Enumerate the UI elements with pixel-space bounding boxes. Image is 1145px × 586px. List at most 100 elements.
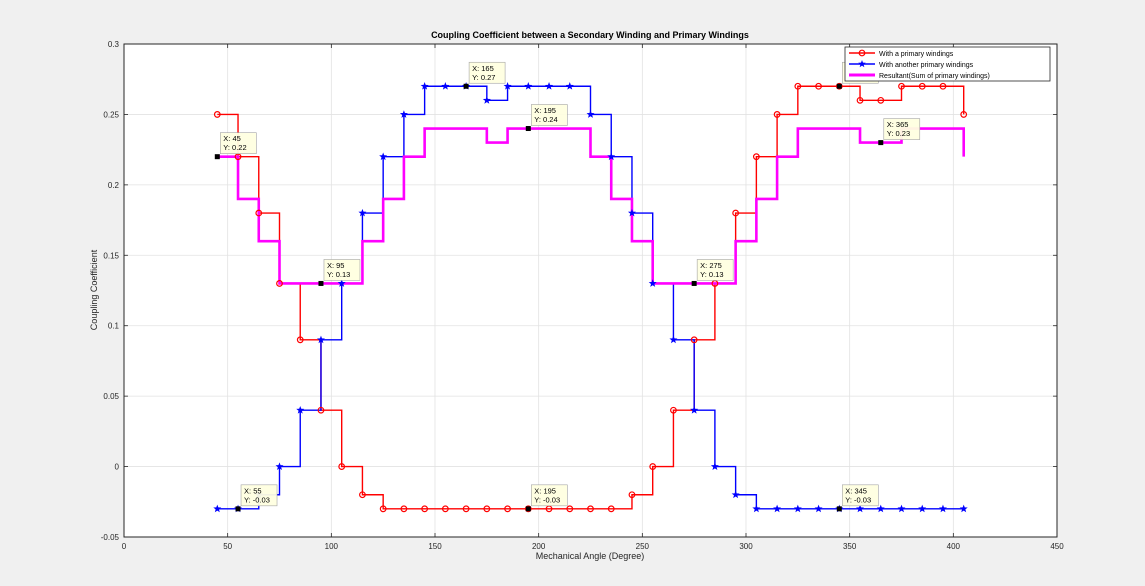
x-tick-label: 350 [843, 542, 857, 551]
datatip-y-label: Y: 0.24 [534, 115, 557, 124]
x-tick-label: 100 [325, 542, 339, 551]
datatip-x-label: X: 195 [534, 106, 556, 115]
y-tick-label: 0.25 [103, 110, 119, 119]
data-point-star [586, 110, 595, 118]
data-point-star [669, 335, 678, 344]
data-point-circle [483, 505, 491, 513]
y-tick-label: 0.3 [108, 40, 120, 49]
tick-layer: 0 50 100 150 200 250 300 350 400 450-0.0500.050.1… [101, 40, 1064, 551]
data-point-circle [939, 82, 947, 90]
data-point-star [358, 208, 367, 217]
data-point-circle [276, 280, 283, 287]
y-tick-label: 0.05 [103, 392, 119, 401]
data-point-circle [670, 406, 677, 414]
data-point-circle [794, 82, 802, 90]
data-point-circle [296, 336, 304, 344]
data-point-star [814, 504, 823, 513]
datatip-box [468, 61, 506, 84]
data-point-star [565, 82, 574, 90]
datatip-x-label: X: 365 [887, 120, 909, 129]
data-point-star [793, 504, 802, 513]
data-point-star [627, 208, 636, 217]
data-point-circle [877, 96, 885, 104]
data-point-star [918, 504, 927, 513]
y-tick-label: 0.2 [108, 181, 120, 190]
x-axis-label: Mechanical Angle (Degree) [536, 551, 645, 561]
data-point-circle [400, 505, 408, 513]
data-point-star [441, 82, 450, 90]
data-point-circle [898, 82, 905, 90]
datatip-x-label: X: 95 [327, 261, 345, 270]
data-point-circle [379, 505, 387, 513]
legend-marker-star [858, 60, 866, 68]
data-point-star [959, 504, 968, 513]
data-point-star [607, 152, 616, 161]
data-point-circle [213, 111, 221, 118]
legend-marker-circle [858, 49, 866, 57]
data-point-star [275, 462, 284, 470]
data-point-star [482, 96, 491, 104]
datatip-y-label: Y: -0.03 [534, 495, 560, 504]
data-point-circle [504, 505, 511, 513]
legend-label-another: With another primary windings [879, 62, 974, 69]
data-point-circle [815, 82, 822, 90]
datatip-marker [878, 140, 884, 146]
data-point-circle [524, 505, 532, 513]
data-point-star [690, 406, 699, 414]
data-point-star [876, 504, 885, 513]
x-tick-label: 300 [739, 542, 753, 551]
y-tick-label: -0.05 [101, 533, 120, 542]
data-point-star [379, 152, 388, 161]
datatip-x-label: X: 55 [244, 486, 262, 495]
data-point-circle [607, 505, 615, 513]
datatip-box [530, 104, 568, 126]
datatip-y-label: Y: 0.13 [700, 270, 723, 279]
legend: With a primary windings With another pri… [844, 46, 1051, 82]
datatip-marker [836, 506, 842, 512]
datatip-x-label: X: 195 [534, 486, 556, 495]
data-point-star [524, 82, 533, 90]
x-tick-label: 150 [428, 542, 442, 551]
data-point-circle [856, 96, 864, 104]
datatip-layer: X: 45Y: 0.22X: 55Y: -0.03X: 95Y: 0.13X: … [214, 61, 921, 512]
legend-box [844, 46, 1051, 82]
data-point-star [545, 82, 554, 90]
data-point-circle [587, 505, 594, 513]
datatip-x-label: X: 45 [223, 134, 241, 143]
datatip-marker [691, 280, 697, 286]
datatip-marker [463, 83, 469, 89]
data-point-star [752, 504, 761, 513]
legend-label-primary: With a primary windings [879, 51, 954, 58]
data-point-circle [441, 505, 449, 513]
y-tick-label: 0 [115, 463, 120, 472]
x-tick-label: 400 [947, 542, 961, 551]
datatip-marker [318, 280, 324, 286]
datatip-box [696, 259, 734, 281]
datatip-box [220, 132, 257, 154]
legend-label-resultant: Resultant(Sum of primary windings) [879, 73, 990, 80]
x-tick-label: 450 [1050, 542, 1064, 551]
datatip-x-label: X: 345 [845, 486, 867, 495]
data-point-star [731, 490, 740, 499]
datatip-y-label: Y: 0.23 [887, 129, 910, 138]
data-point-circle [752, 153, 760, 161]
chart-title: Coupling Coefficient between a Secondary… [431, 30, 749, 40]
data-point-circle [690, 336, 698, 344]
datatip-x-label: X: 275 [700, 261, 722, 270]
data-point-star [938, 504, 947, 513]
axes-box [123, 43, 1058, 538]
data-point-star [420, 82, 429, 90]
datatip-y-label: Y: 0.27 [472, 73, 495, 82]
data-point-star [503, 82, 512, 90]
datatip-y-label: Y: -0.03 [845, 495, 871, 504]
data-point-circle [732, 209, 740, 217]
data-point-star [213, 504, 222, 513]
datatip-box [530, 484, 568, 507]
data-point-star [710, 462, 719, 470]
data-point-circle [421, 505, 429, 513]
series-line-2 [217, 127, 965, 285]
datatip-y-label: Y: -0.03 [244, 495, 270, 504]
data-point-star [856, 504, 865, 513]
datatip-box [240, 484, 278, 507]
